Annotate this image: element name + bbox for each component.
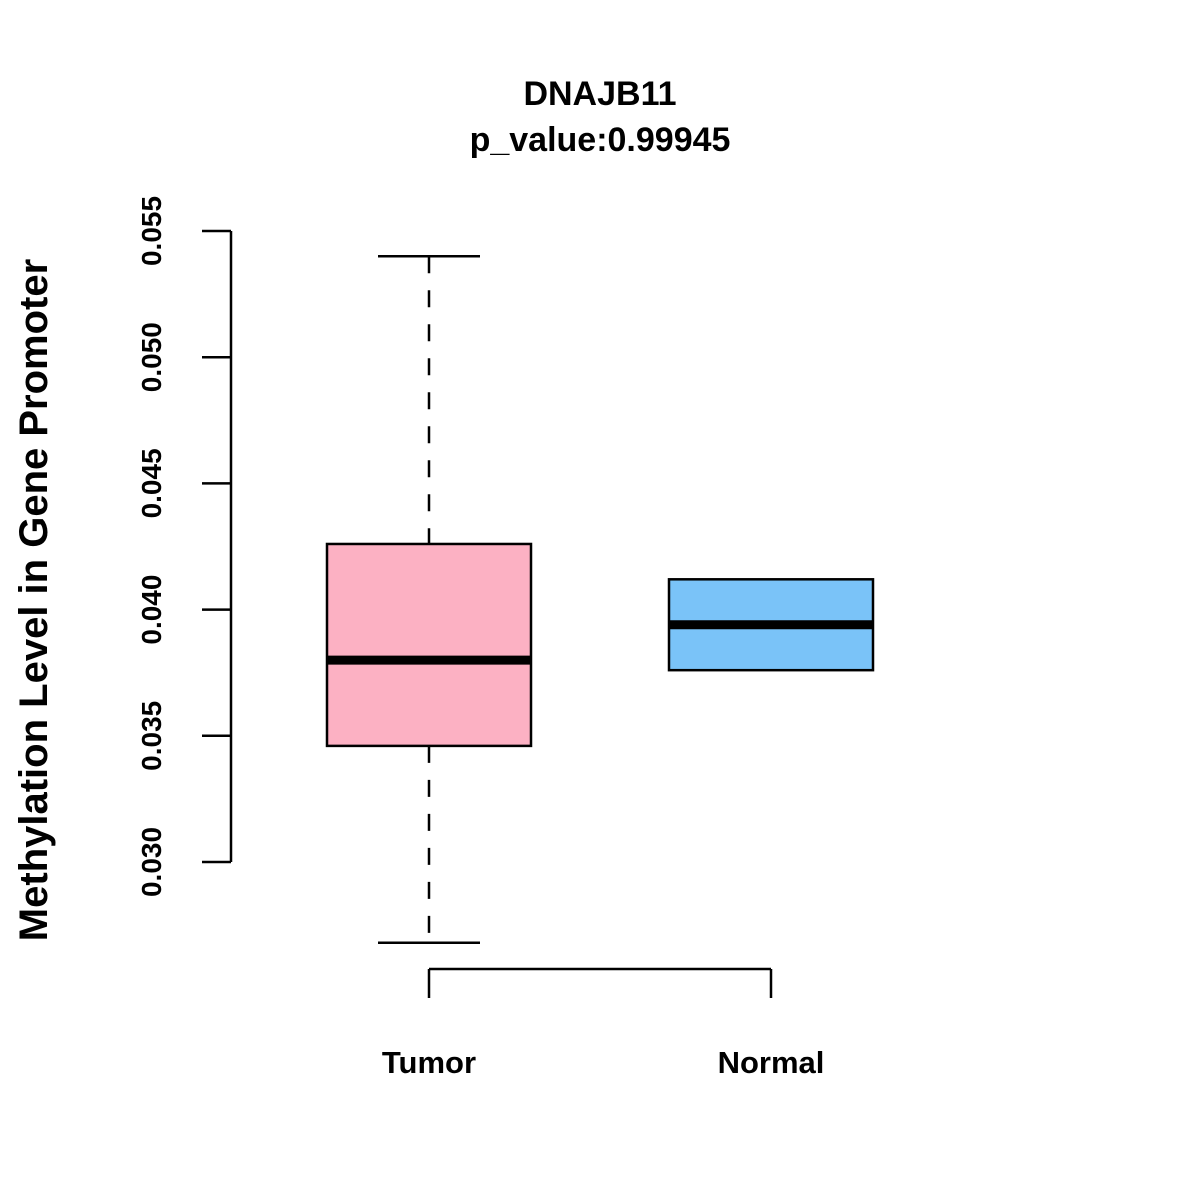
box-tumor: [325, 254, 533, 945]
boxes: [325, 254, 875, 945]
y-tick-label: 0.040: [136, 575, 167, 645]
y-tick-label: 0.030: [136, 827, 167, 897]
box-body: [325, 542, 533, 748]
y-tick-label: 0.050: [136, 322, 167, 392]
y-tick-label: 0.045: [136, 448, 167, 518]
box-normal: [667, 578, 875, 672]
y-tick-label: 0.055: [136, 196, 167, 266]
y-axis-label: Methylation Level in Gene Promoter: [12, 259, 56, 941]
y-tick-label: 0.035: [136, 701, 167, 771]
x-tick-label: Normal: [718, 1045, 825, 1080]
chart-subtitle: p_value:0.99945: [470, 121, 731, 159]
y-axis: 0.030 0.035 0.040 0.045 0.050 0.055: [136, 196, 233, 897]
x-tick-label: Tumor: [382, 1045, 476, 1080]
chart-title: DNAJB11: [523, 75, 676, 113]
x-axis: Tumor Normal: [382, 967, 825, 1080]
